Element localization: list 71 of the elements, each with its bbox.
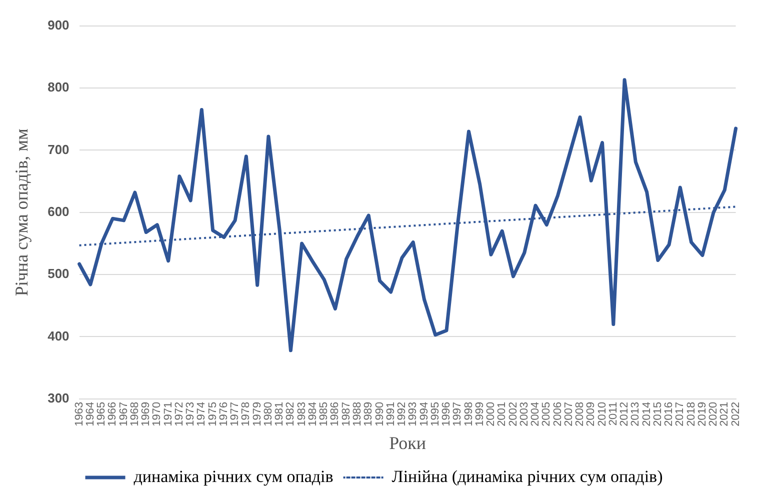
legend-label: Лінійна (динаміка річних сум опадів)	[392, 466, 663, 486]
x-tick-label: 2014	[640, 402, 653, 426]
y-tick-label: 600	[48, 204, 70, 219]
x-tick-label: 1963	[73, 402, 86, 426]
x-tick-label: 1966	[106, 402, 119, 426]
legend-label: динаміка річних сум опадів	[134, 466, 334, 486]
y-axis-title: Річна сума опадів, мм	[12, 128, 32, 296]
x-axis-title: Роки	[389, 432, 426, 453]
x-tick-label: 2011	[607, 402, 620, 426]
x-tick-label: 1988	[352, 402, 364, 426]
x-tick-label: 2018	[685, 402, 698, 426]
x-tick-label: 1976	[218, 402, 230, 426]
x-tick-label: 2012	[618, 402, 631, 426]
x-tick-label: 2019	[696, 402, 708, 426]
x-tick-label: 1991	[384, 402, 397, 426]
x-tick-label: 1974	[196, 402, 208, 426]
x-tick-label: 1993	[407, 402, 420, 426]
x-tick-label: 1971	[162, 402, 174, 426]
x-tick-label: 1992	[396, 402, 408, 426]
x-tick-label: 1997	[452, 402, 464, 426]
x-tick-label: 1999	[474, 402, 486, 426]
x-tick-label: 1965	[96, 402, 108, 426]
x-tick-label: 2001	[496, 402, 508, 426]
x-tick-label: 1970	[151, 402, 164, 426]
x-tick-label: 2004	[530, 402, 542, 426]
y-tick-label: 800	[48, 80, 70, 95]
x-tick-label: 1969	[140, 402, 152, 426]
y-tick-label: 400	[48, 328, 70, 344]
x-tick-label: 2013	[630, 402, 642, 426]
x-tick-label: 2010	[596, 402, 608, 426]
x-tick-label: 2005	[540, 402, 553, 426]
y-tick-label: 300	[48, 390, 70, 406]
x-tick-label: 1989	[362, 402, 375, 426]
x-tick-label: 2008	[574, 402, 586, 426]
x-tick-label: 1984	[306, 402, 319, 426]
x-tick-label: 1981	[274, 402, 286, 426]
x-tick-label: 1983	[296, 402, 308, 426]
x-tick-label: 1977	[229, 402, 242, 426]
x-tick-label: 1994	[418, 402, 430, 426]
x-tick-label: 2017	[674, 402, 686, 426]
x-tick-label: 1975	[206, 402, 219, 426]
x-tick-label: 2022	[730, 402, 742, 426]
x-tick-label: 1985	[318, 402, 330, 426]
x-tick-label: 2009	[585, 402, 598, 426]
x-tick-label: 2016	[663, 402, 676, 426]
x-tick-label: 1964	[84, 402, 96, 426]
x-tick-label: 1968	[128, 402, 141, 426]
x-tick-label: 1996	[440, 402, 453, 426]
x-tick-label: 1972	[173, 402, 186, 426]
x-tick-label: 1986	[329, 402, 342, 426]
x-tick-label: 2003	[518, 402, 530, 426]
x-tick-label: 2021	[718, 402, 731, 426]
x-tick-label: 1998	[462, 402, 475, 426]
x-tick-label: 2002	[507, 402, 520, 426]
x-tick-label: 2006	[552, 402, 564, 426]
y-tick-label: 500	[48, 266, 70, 282]
x-tick-label: 1982	[284, 402, 297, 426]
x-tick-label: 1979	[251, 402, 264, 426]
x-tick-label: 2000	[485, 402, 498, 426]
x-tick-label: 2007	[562, 402, 575, 426]
x-tick-label: 1980	[262, 402, 274, 426]
x-tick-label: 1987	[340, 402, 352, 426]
y-tick-label: 700	[48, 142, 70, 157]
x-tick-label: 1990	[374, 402, 386, 426]
x-tick-label: 1995	[429, 402, 442, 426]
x-tick-label: 2015	[652, 402, 664, 426]
x-tick-label: 2020	[708, 402, 720, 426]
y-tick-label: 900	[48, 17, 70, 32]
x-tick-label: 1973	[184, 402, 197, 426]
x-tick-label: 1967	[118, 402, 130, 426]
x-tick-label: 1978	[240, 402, 252, 426]
